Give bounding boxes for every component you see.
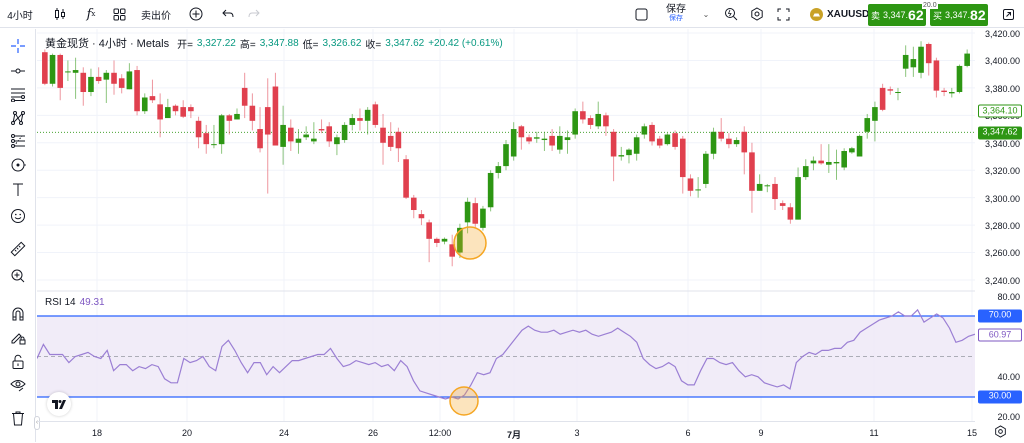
- rsi-lower-badge: 30.00: [978, 390, 1022, 404]
- plus-circle-icon[interactable]: [187, 0, 205, 28]
- time-tick: 26: [367, 428, 379, 438]
- last-price-badge: 3,347.62: [978, 126, 1022, 140]
- time-scale[interactable]: 18 20 24 26 12:00 7月 3 6 9 11 15: [37, 421, 978, 442]
- forecast-icon[interactable]: [6, 130, 30, 152]
- price-chart[interactable]: [37, 29, 975, 421]
- unlock-icon[interactable]: [6, 351, 30, 373]
- undo-icon[interactable]: [220, 0, 236, 28]
- price-tick: 3,340.00: [984, 139, 1020, 149]
- open-value: 3,327.22: [196, 37, 236, 49]
- zoom-in-icon[interactable]: [6, 265, 30, 287]
- chart-title: 黄金现货 · 4小时 · Metals: [45, 38, 170, 50]
- price-tick: 3,300.00: [984, 194, 1020, 204]
- buy-price: 3,347.: [945, 10, 971, 20]
- interval-button[interactable]: 4小时: [7, 10, 33, 22]
- spread-value: 20.0: [922, 2, 938, 9]
- quick-search-icon[interactable]: [722, 0, 740, 28]
- change-value: +20.42 (+0.61%): [428, 37, 503, 49]
- price-tick: 3,280.00: [984, 221, 1020, 231]
- sell-button[interactable]: 卖 3,347. 62: [868, 4, 926, 26]
- redo-icon[interactable]: [246, 0, 262, 28]
- chevron-down-icon[interactable]: ⌄: [702, 9, 710, 19]
- price-tick: 3,320.00: [984, 166, 1020, 176]
- rsi-tick: 20.00: [997, 412, 1020, 422]
- buy-label: 买: [933, 10, 943, 21]
- time-tick: 6: [685, 428, 691, 438]
- rsi-tick: 40.00: [997, 372, 1020, 382]
- layout-square-icon[interactable]: [632, 0, 650, 28]
- rsi-tick: 80.00: [997, 292, 1020, 302]
- magnet-icon[interactable]: [6, 303, 30, 325]
- emoji-icon[interactable]: [6, 205, 30, 227]
- tradingview-logo[interactable]: [47, 392, 71, 416]
- settings-hex-icon[interactable]: [748, 0, 766, 28]
- sell-price: 3,347.: [883, 10, 909, 20]
- trend-line-icon[interactable]: [6, 60, 30, 82]
- text-icon[interactable]: [6, 179, 30, 201]
- eye-icon[interactable]: [6, 374, 30, 396]
- pattern-icon[interactable]: [6, 107, 30, 129]
- close-value: 3,347.62: [385, 37, 425, 49]
- rsi-legend: RSI 14 49.31: [45, 297, 105, 308]
- price-scale[interactable]: 3,420.00 3,400.00 3,380.00 3,360.00 3,34…: [975, 29, 1024, 422]
- ruler-icon[interactable]: [6, 238, 30, 260]
- rsi-upper-badge: 70.00: [978, 309, 1022, 323]
- save-sublabel: 保存: [669, 15, 683, 22]
- symbol-legend: 黄金现货 · 4小时 · Metals 开= 3,327.22 高= 3,347.8…: [45, 35, 503, 51]
- rsi-label: RSI 14: [45, 297, 76, 308]
- trash-icon[interactable]: [6, 407, 30, 429]
- symbol-button[interactable]: XAUUSD: [810, 0, 870, 28]
- candlestick-icon[interactable]: [50, 0, 70, 28]
- time-tick: 24: [278, 428, 290, 438]
- time-tick: 12:00: [428, 428, 452, 438]
- brush-icon[interactable]: [6, 154, 30, 176]
- crosshair-icon[interactable]: [6, 35, 30, 57]
- price-tick: 3,240.00: [984, 276, 1020, 286]
- close-label: 收=: [365, 39, 382, 51]
- gold-icon: [810, 7, 823, 21]
- buy-price-big: 82: [970, 7, 986, 23]
- fib-lines-icon[interactable]: [6, 83, 30, 105]
- time-tick: 15: [966, 428, 978, 438]
- rsi-value: 49.31: [79, 297, 105, 308]
- symbol-label: XAUUSD: [827, 8, 870, 20]
- low-label: 低=: [302, 39, 319, 51]
- drawing-toolbar: [0, 29, 36, 442]
- high-label: 高=: [239, 39, 256, 51]
- price-tick: 3,420.00: [984, 29, 1020, 39]
- gear-icon[interactable]: [994, 425, 1007, 443]
- price-tick: 3,380.00: [984, 84, 1020, 94]
- save-label: 保存: [666, 4, 686, 15]
- price-tick: 3,400.00: [984, 56, 1020, 66]
- low-value: 3,326.62: [322, 37, 362, 49]
- high-price-marker: 3,364.10: [978, 104, 1022, 118]
- price-source-button[interactable]: 卖出价: [141, 10, 171, 22]
- fullscreen-icon[interactable]: [774, 0, 792, 28]
- collapse-sidebar-button[interactable]: ‹: [34, 416, 40, 430]
- time-tick: 7月: [506, 430, 522, 440]
- sell-label: 卖: [871, 10, 881, 21]
- buy-button[interactable]: 买 3,347. 82: [930, 4, 988, 26]
- time-tick: 9: [758, 428, 764, 438]
- high-value: 3,347.88: [259, 37, 299, 49]
- open-label: 开=: [177, 39, 193, 51]
- time-tick: 3: [574, 428, 580, 438]
- time-tick: 18: [91, 428, 103, 438]
- lock-drawing-icon[interactable]: [6, 327, 30, 349]
- time-tick: 11: [869, 428, 879, 438]
- sell-price-big: 62: [908, 7, 924, 23]
- rsi-last-badge: 60.97: [978, 328, 1022, 342]
- price-tick: 3,260.00: [984, 248, 1020, 258]
- time-tick: 20: [181, 428, 193, 438]
- popout-icon[interactable]: [1000, 0, 1016, 28]
- save-button[interactable]: 保存 保存: [664, 0, 688, 28]
- grid-icon[interactable]: [110, 0, 128, 28]
